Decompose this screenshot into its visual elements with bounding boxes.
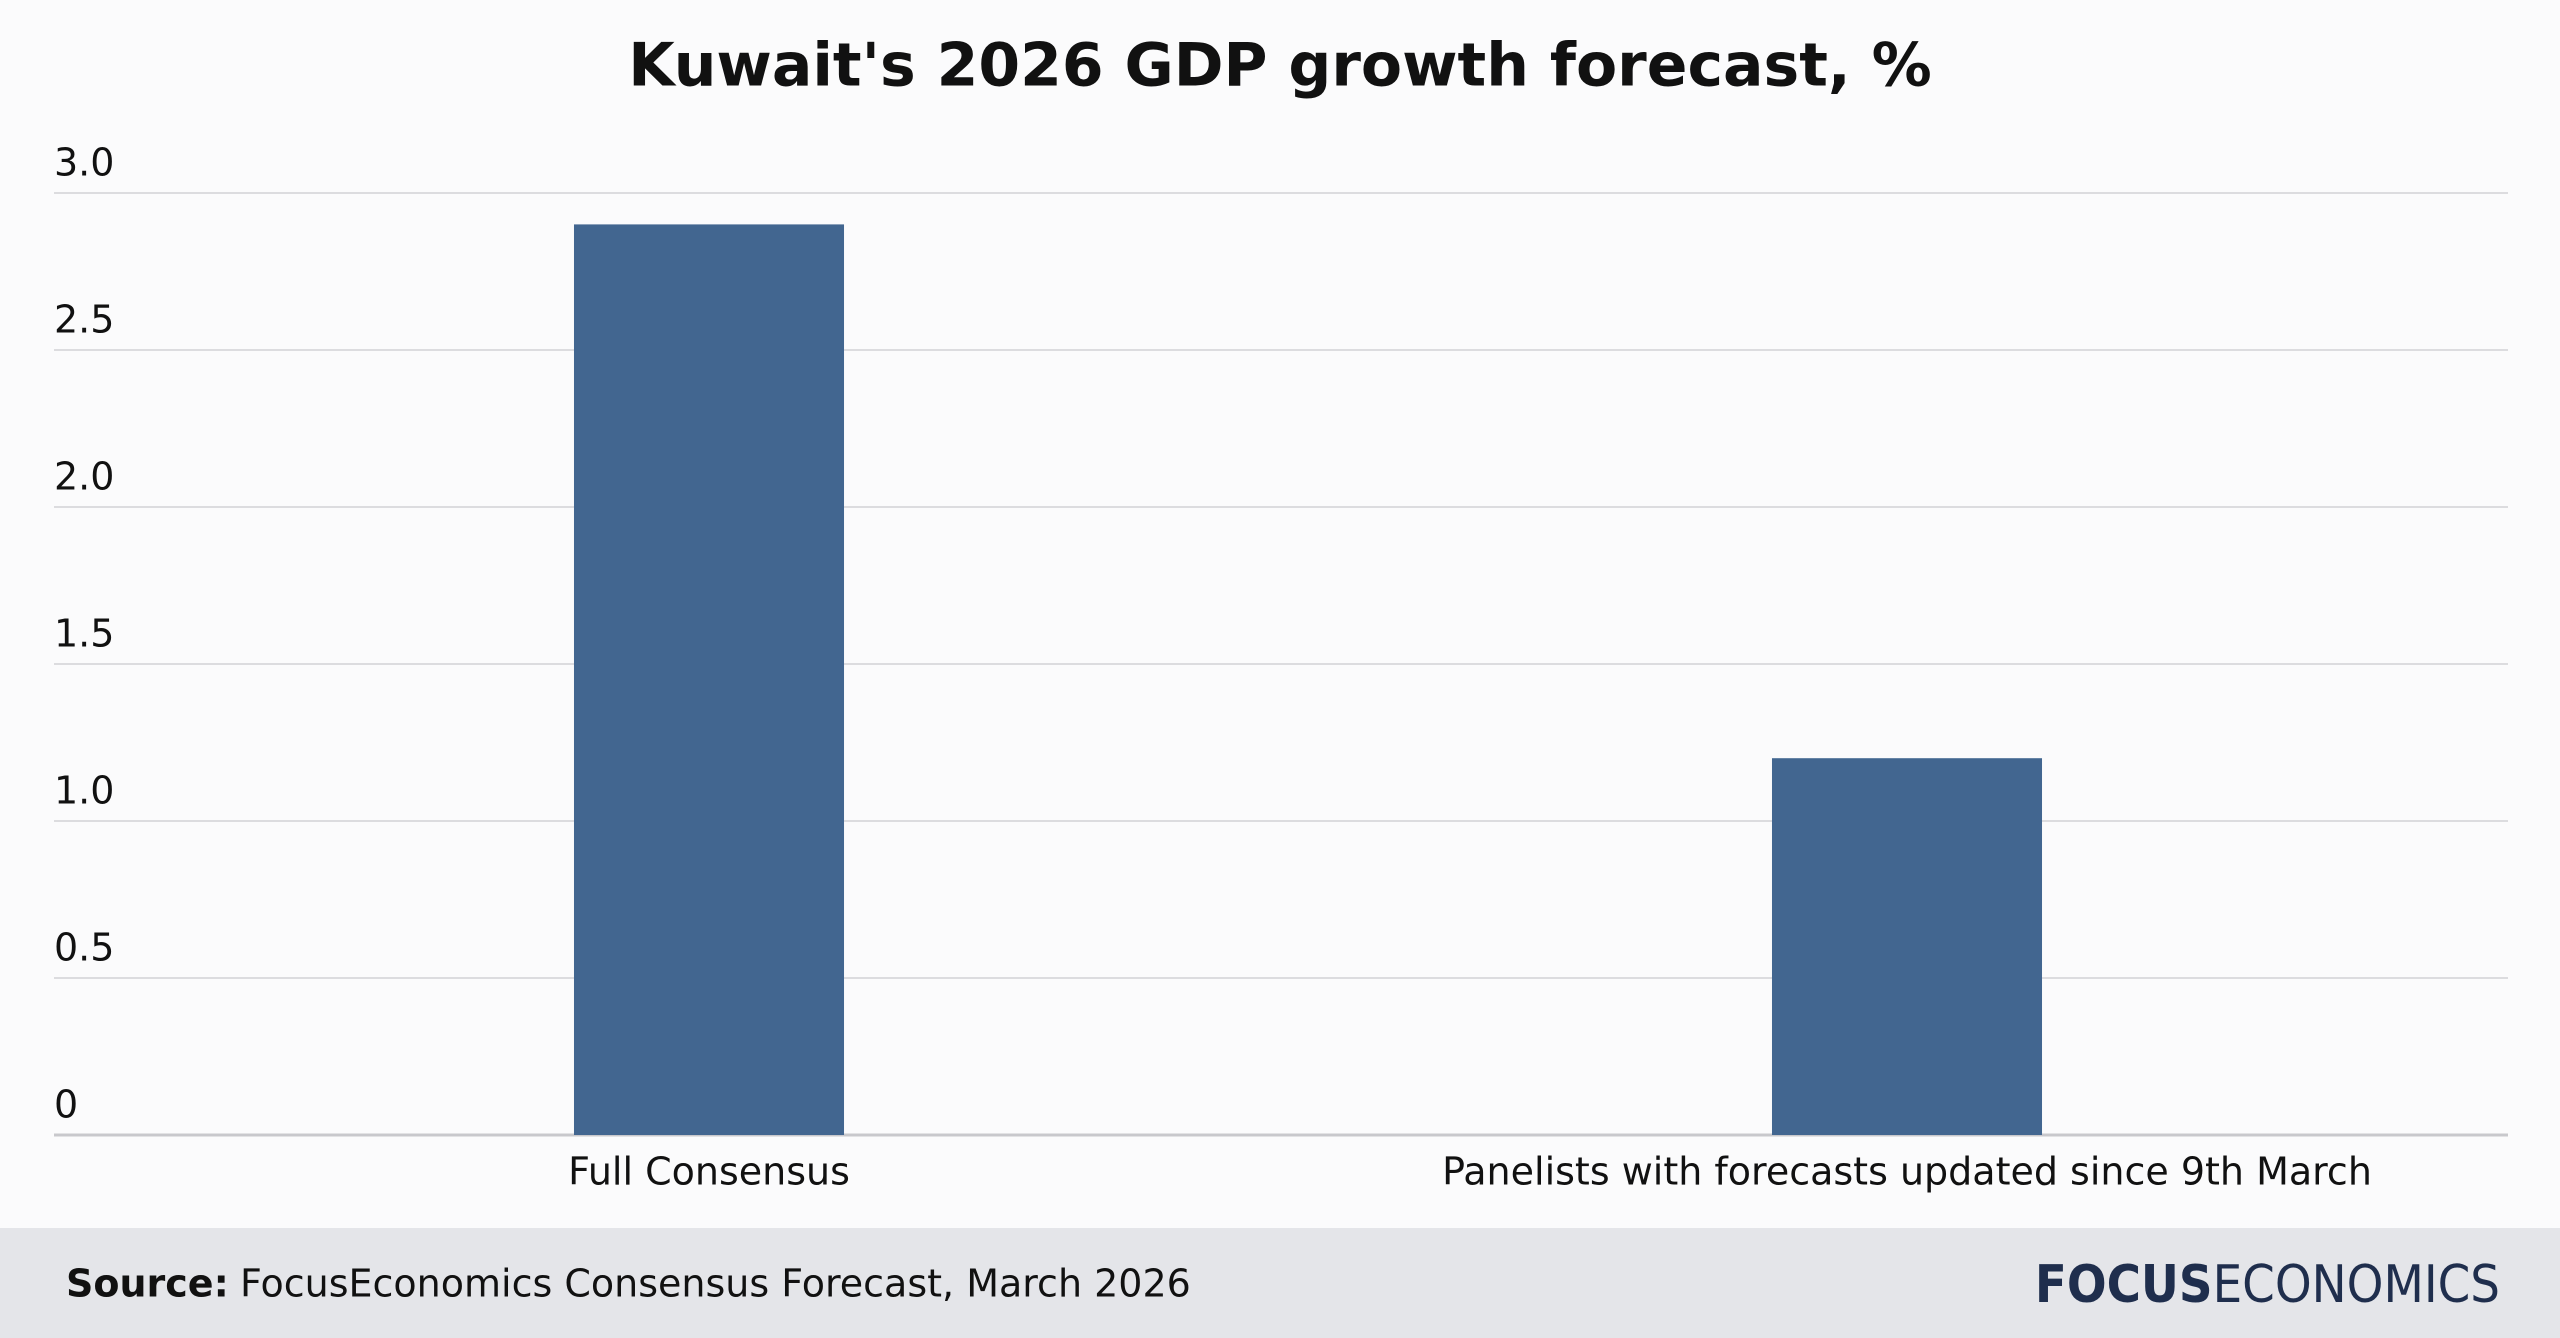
y-tick-label: 2.0 <box>54 455 114 499</box>
bar <box>1771 758 2043 1135</box>
logo-focus: FOCUS <box>2035 1255 2213 1315</box>
x-tick-label: Full Consensus <box>568 1150 850 1194</box>
y-tick-label: 1.5 <box>54 612 114 656</box>
y-tick-label: 0 <box>54 1083 78 1127</box>
source-label: Source: <box>66 1262 229 1306</box>
y-tick-label: 1.0 <box>54 769 114 813</box>
footer <box>0 1228 2560 1338</box>
plot-background <box>0 0 2560 1228</box>
logo: FOCUSECONOMICS <box>2035 1255 2500 1315</box>
source: FocusEconomics Consensus Forecast, March… <box>240 1262 1191 1306</box>
bar <box>573 224 845 1135</box>
chart-title: Kuwait's 2026 GDP growth forecast, % <box>628 31 1931 101</box>
x-tick-label: Panelists with forecasts updated since 9… <box>1442 1150 2372 1194</box>
y-tick-label: 2.5 <box>54 298 114 342</box>
logo-economics: ECONOMICS <box>2213 1255 2500 1315</box>
y-tick-label: 0.5 <box>54 926 114 970</box>
y-tick-label: 3.0 <box>54 141 114 185</box>
